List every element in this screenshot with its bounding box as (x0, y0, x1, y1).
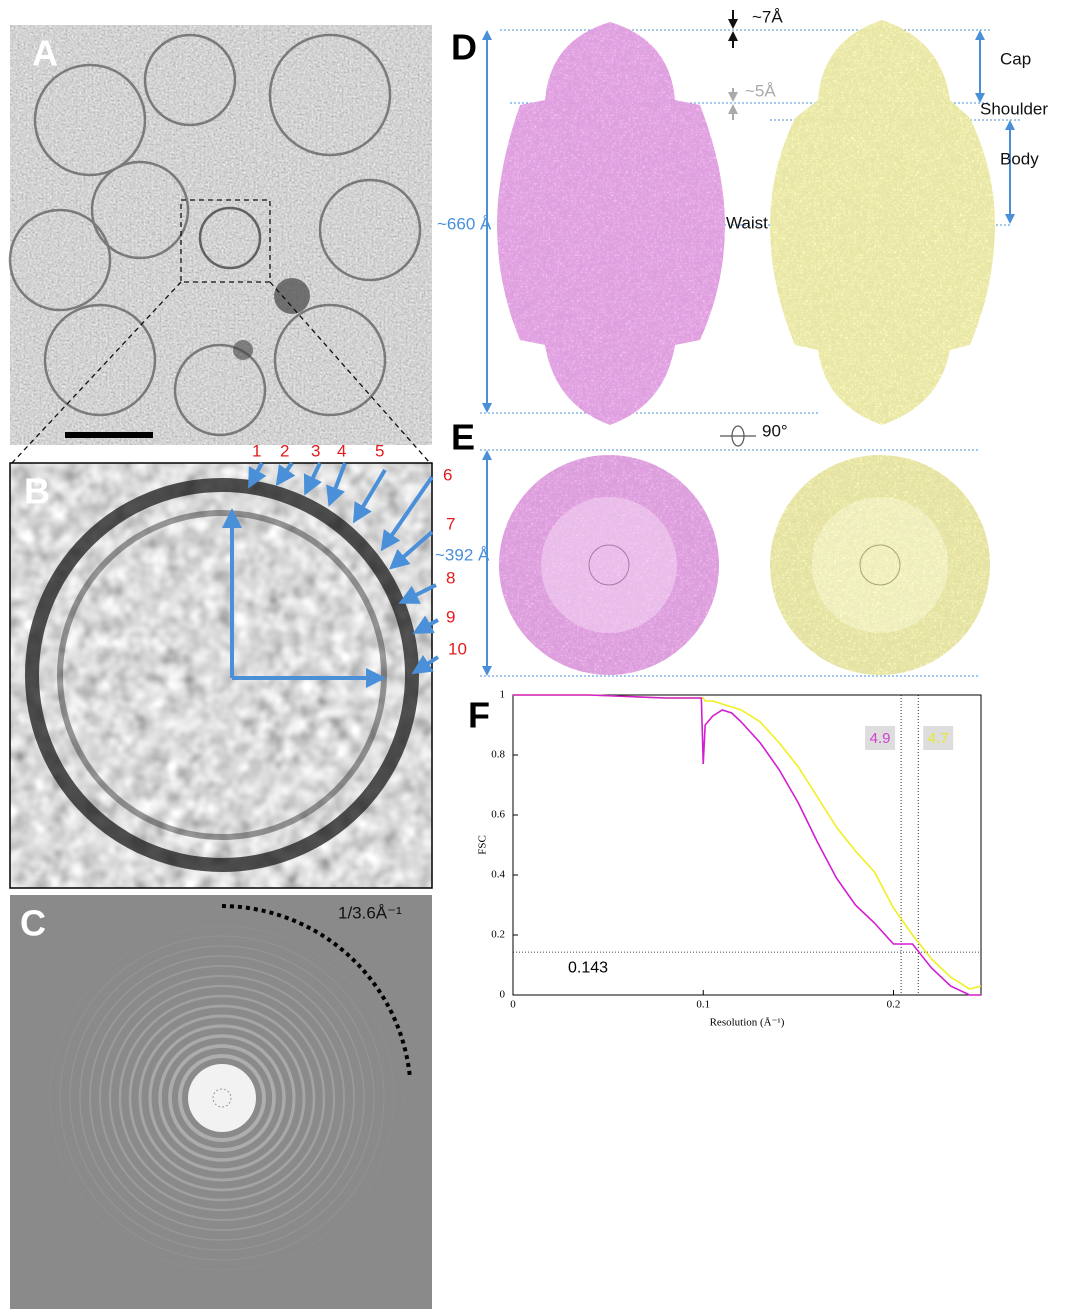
length-label: ~660 Å (437, 214, 492, 233)
arrow-number: 8 (446, 568, 455, 587)
decoration (541, 497, 677, 633)
x-axis-label: Resolution (Å⁻¹) (710, 1017, 785, 1029)
figure: A B C D E F 1 2 3 4 5 6 7 8 9 10 1/3.6Å⁻… (0, 0, 1066, 1309)
panel-label: E (451, 417, 475, 458)
y-tick-label: 0 (500, 989, 506, 1001)
decoration (720, 426, 756, 446)
y-tick-label: 0.6 (491, 809, 505, 821)
decoration (233, 340, 253, 360)
decoration (274, 278, 310, 314)
decoration (10, 25, 432, 445)
panel-b-image (10, 463, 432, 888)
decoration (770, 20, 995, 425)
body-label: Body (1000, 149, 1039, 168)
panel-label: C (20, 903, 46, 944)
arrow-number: 9 (446, 607, 455, 626)
threshold-label: 0.143 (568, 959, 608, 976)
y-tick-label: 0.8 (491, 749, 505, 761)
fsc-line (513, 695, 981, 995)
shoulder-gap: ~5Å (745, 81, 776, 100)
panel-label: A (32, 33, 58, 74)
arrow-number: 6 (443, 465, 452, 484)
rotation-label: 90° (762, 421, 788, 440)
arrow-number: 2 (280, 441, 289, 460)
x-tick-label: 0.2 (887, 999, 901, 1011)
panel-c-image (10, 895, 432, 1309)
width-label: ~392 Å (435, 545, 490, 564)
arrow-number: 7 (446, 514, 455, 533)
decoration (10, 463, 432, 888)
decoration (497, 22, 725, 425)
panel-a-image (10, 25, 432, 463)
x-tick-label: 0.1 (696, 999, 710, 1011)
waist-label: Waist (726, 213, 768, 232)
resolution-label: 4.9 (870, 730, 891, 747)
arrow-number: 4 (337, 441, 346, 460)
plot-frame (513, 695, 981, 995)
panel-label: D (451, 27, 477, 68)
decoration (188, 1064, 256, 1132)
y-axis-label: FSC (477, 835, 489, 855)
y-tick-label: 0.2 (491, 929, 505, 941)
arrow-number: 10 (448, 639, 467, 658)
fsc-line (513, 695, 981, 989)
shoulder-label: Shoulder (980, 99, 1048, 118)
panel-label: B (24, 471, 50, 512)
arrow-number: 3 (311, 441, 320, 460)
y-tick-label: 0.4 (491, 869, 505, 881)
decoration (812, 497, 948, 633)
x-tick-label: 0 (510, 999, 516, 1011)
panel-e-image (480, 426, 990, 676)
fsc-chart: 0 0.1 0.2 0 0.2 0.4 0.6 0.8 1 Resolution (Å⁻¹) FSC… (477, 689, 981, 1029)
resolution-label: 4.7 (928, 730, 949, 747)
panel-label: F (468, 695, 490, 736)
cap-gap: ~7Å (752, 7, 783, 26)
arrow-number: 1 (252, 441, 261, 460)
fft-label: 1/3.6Å⁻¹ (338, 903, 402, 922)
decoration (65, 432, 153, 438)
arrow-number: 5 (375, 441, 384, 460)
cap-label: Cap (1000, 49, 1031, 68)
y-tick-label: 1 (500, 689, 506, 701)
